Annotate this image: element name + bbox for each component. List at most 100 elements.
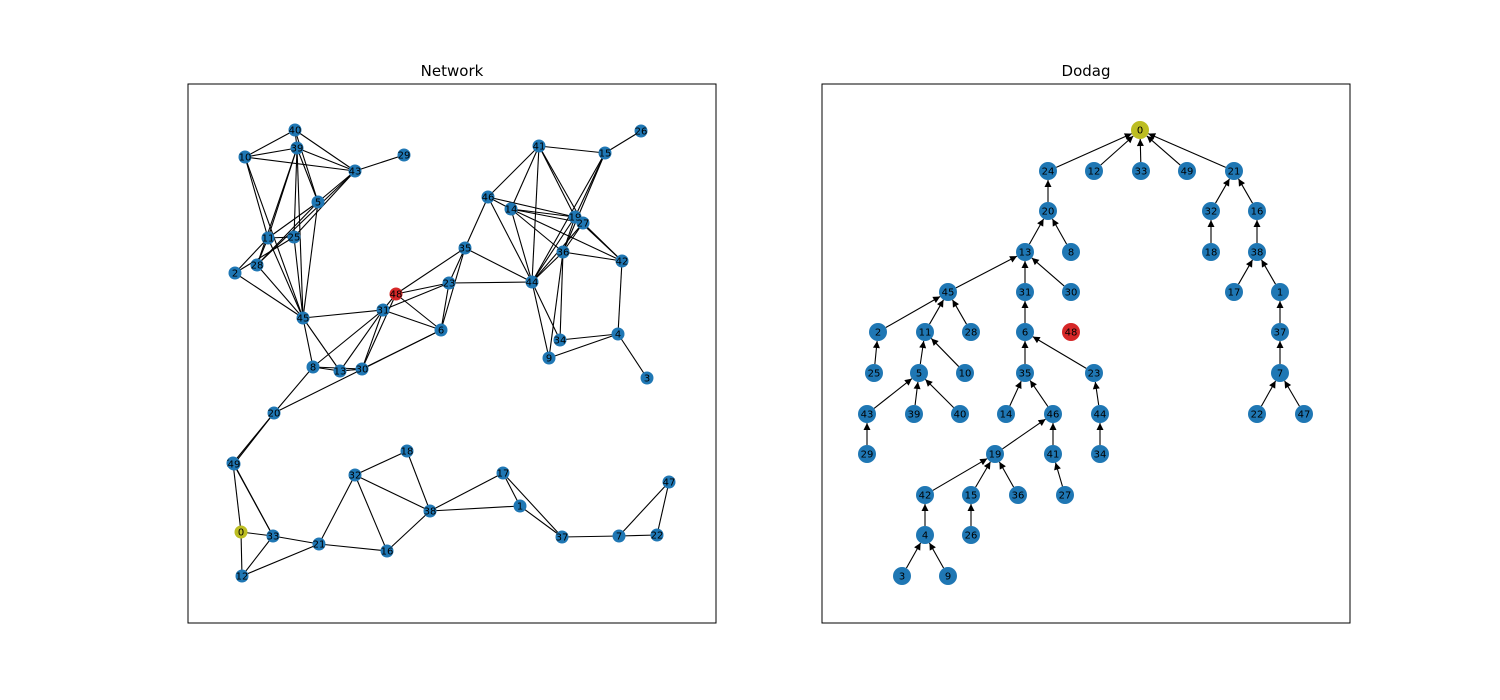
dodag-node-label: 14 <box>1000 410 1013 421</box>
dodag-arrowhead <box>1031 257 1040 266</box>
network-node <box>333 364 347 378</box>
dodag-arrowhead <box>863 423 871 430</box>
network-edge <box>293 170 356 238</box>
network-edge <box>318 474 356 545</box>
network-edge <box>487 145 540 198</box>
dodag-node <box>1016 243 1034 261</box>
dodag-node <box>962 526 980 544</box>
dodag-node-label: 5 <box>916 369 922 380</box>
network-node <box>634 124 648 138</box>
network-edge <box>487 196 533 283</box>
network-edge <box>559 333 619 341</box>
dodag-node-label: 30 <box>1065 288 1078 299</box>
network-node <box>348 164 362 178</box>
dodag-arrowhead <box>1245 259 1253 268</box>
network-node-label: 2 <box>232 269 238 280</box>
dodag-arrowhead <box>1096 423 1104 430</box>
network-title: Network <box>421 62 484 80</box>
dodag-node <box>1271 323 1289 341</box>
dodag-edge <box>1002 418 1046 450</box>
dodag-node-label: 42 <box>919 491 932 502</box>
dodag-node-label: 38 <box>1251 248 1264 259</box>
dodag-node <box>1044 445 1062 463</box>
dodag-node-label: 34 <box>1094 450 1107 461</box>
dodag-edge <box>873 378 913 409</box>
network-edge <box>244 147 298 158</box>
network-node-label: 33 <box>267 532 280 543</box>
network-edge <box>406 450 431 512</box>
dodag-arrowhead <box>979 458 988 466</box>
dodag-node-label: 25 <box>868 369 881 380</box>
network-edge <box>244 129 296 158</box>
dodag-arrowhead <box>1030 380 1037 389</box>
dodag-arrowhead <box>1021 261 1029 268</box>
network-node <box>376 303 390 317</box>
dodag-arrowhead <box>1037 218 1044 227</box>
dodag-arrowhead <box>904 378 912 386</box>
network-edge <box>656 481 670 536</box>
network-edge <box>510 208 564 253</box>
dodag-node-label: 27 <box>1059 491 1072 502</box>
dodag-node-label: 35 <box>1019 369 1032 380</box>
dodag-node <box>1248 405 1266 423</box>
network-node <box>556 245 570 259</box>
dodag-node <box>1202 243 1220 261</box>
dodag-edges <box>863 133 1300 569</box>
network-edge <box>272 535 320 545</box>
dodag-edge <box>1148 133 1226 168</box>
network-node-label: 32 <box>349 471 362 482</box>
network-edge <box>382 282 450 311</box>
dodag-node <box>1039 162 1057 180</box>
network-node <box>481 190 495 204</box>
network-edge <box>617 333 648 379</box>
dodag-edge <box>1055 133 1133 168</box>
dodag-node-label: 33 <box>1135 167 1148 178</box>
dodag-node <box>1016 283 1034 301</box>
dodag-node-label: 8 <box>1068 248 1074 259</box>
dodag-node-label: 17 <box>1228 288 1241 299</box>
dodag-node <box>1295 405 1313 423</box>
network-node <box>234 525 248 539</box>
dodag-node <box>1039 202 1057 220</box>
dodag-node-label: 10 <box>959 369 972 380</box>
dodag-arrowhead <box>1269 380 1276 389</box>
dodag-node <box>1178 162 1196 180</box>
dodag-node-label: 47 <box>1298 410 1311 421</box>
network-node-label: 8 <box>310 363 316 374</box>
network-edge <box>582 222 623 262</box>
dodag-arrowhead <box>1009 256 1018 263</box>
network-edge <box>561 535 620 538</box>
dodag-node <box>1132 162 1150 180</box>
network-node <box>348 468 362 482</box>
network-edge <box>386 510 431 552</box>
network-node <box>290 141 304 155</box>
network-edge <box>487 196 576 218</box>
dodag-node-label: 46 <box>1047 410 1060 421</box>
dodag-node <box>962 323 980 341</box>
network-node <box>312 537 326 551</box>
network-node-label: 12 <box>236 572 249 583</box>
network-edge <box>240 531 243 577</box>
network-node-label: 15 <box>599 149 612 160</box>
dodag-node <box>1085 162 1103 180</box>
dodag-node-label: 45 <box>942 288 955 299</box>
network-node-label: 34 <box>554 336 567 347</box>
dodag-node-label: 26 <box>965 531 978 542</box>
dodag-edge <box>1146 135 1181 166</box>
network-edge <box>395 293 442 331</box>
network-node <box>397 148 411 162</box>
network-edge <box>510 208 623 262</box>
network-node <box>458 241 472 255</box>
network-edge <box>244 156 356 172</box>
dodag-arrowhead <box>1207 220 1215 227</box>
network-edge <box>302 309 384 319</box>
network-edge <box>273 366 314 414</box>
dodag-node <box>916 323 934 341</box>
dodag-node <box>1091 405 1109 423</box>
network-node-label: 25 <box>288 233 301 244</box>
network-edge <box>531 152 606 283</box>
dodag-node-label: 49 <box>1181 167 1194 178</box>
network-edge <box>302 317 341 372</box>
